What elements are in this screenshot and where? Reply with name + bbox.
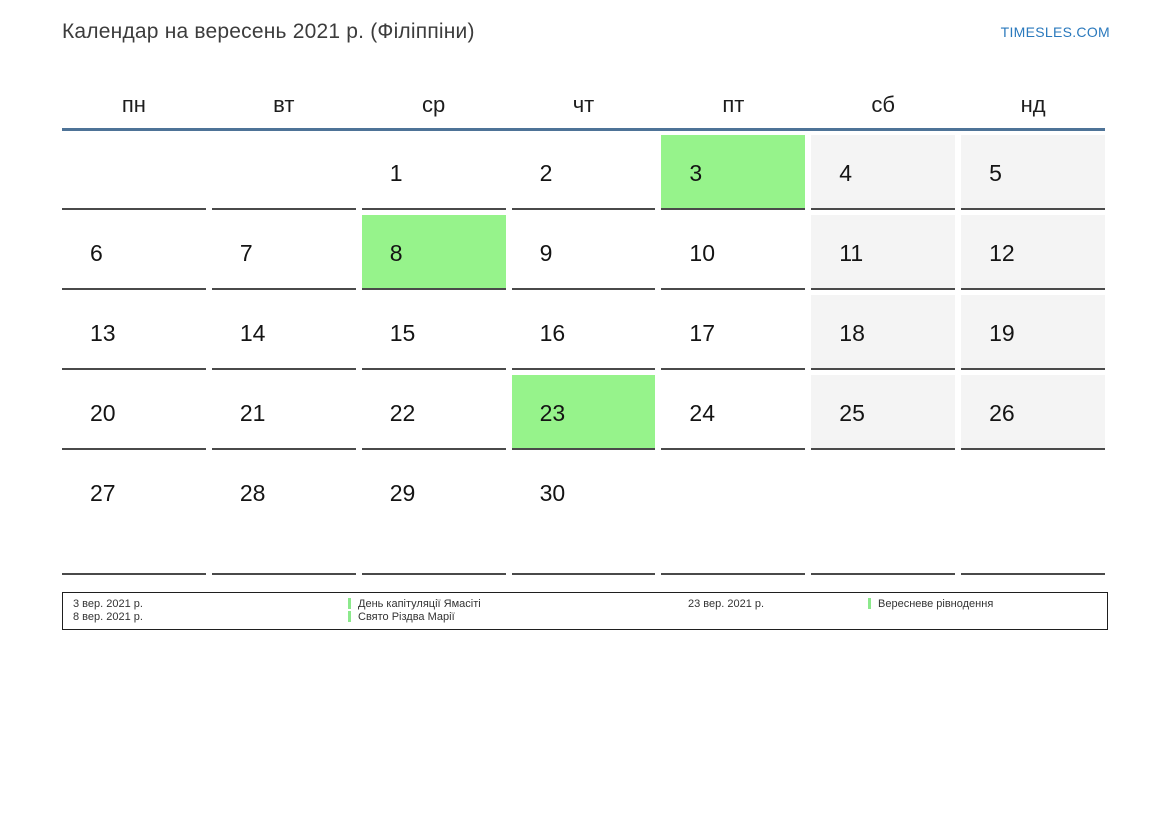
day-cell-2: 2 [511,135,656,210]
day-number: 5 [989,160,1002,186]
day-cell-27: 27 [62,455,206,575]
day-cell-19: 19 [961,295,1105,370]
calendar: пн вт ср чт пт сб нд 1 2 3 4 5 6 7 8 9 10 11 12 13 14 15 16 17… [62,78,1105,575]
holiday-legend: 3 вер. 2021 р. День капітуляції Ямасіті 8 … [62,592,1108,630]
day-cell-29: 29 [361,455,506,575]
empty-day-cell [811,455,956,575]
holiday-marker-icon [348,598,351,609]
day-cell-15: 15 [361,295,506,370]
legend-date: 23 вер. 2021 р. [688,598,765,610]
empty-day-cell [211,135,356,210]
day-number: 21 [239,400,266,426]
calendar-grid: 1 2 3 4 5 6 7 8 9 10 11 12 13 14 15 16 17 18 19 20 21 22 23 24 2… [62,131,1105,575]
empty-day-cell [62,135,206,210]
day-number: 3 [689,160,703,186]
day-cell-26: 26 [961,375,1105,450]
empty-day-cell [661,455,806,575]
day-number: 14 [239,320,266,346]
day-number: 17 [689,320,716,346]
weekday-header-7: нд [1020,92,1046,117]
day-number: 26 [989,400,1015,426]
topbar: Календар на вересень 2021 р. (Філіппіни)… [62,20,1110,44]
day-number: 10 [689,240,716,266]
day-cell-28: 28 [211,455,356,575]
day-number: 29 [389,480,416,506]
weekday-header-4: чт [572,92,595,117]
day-number: 4 [839,160,853,186]
day-number: 9 [539,240,553,266]
day-cell-10: 10 [661,215,806,290]
page-title: Календар на вересень 2021 р. (Філіппіни) [62,20,475,43]
day-cell-18: 18 [811,295,956,370]
day-cell-5: 5 [961,135,1105,210]
legend-holiday-text: Свято Різдва Марії [358,611,455,623]
day-number: 7 [239,240,253,266]
day-cell-12: 12 [961,215,1105,290]
empty-day-cell [961,455,1105,575]
day-cell-24: 24 [661,375,806,450]
legend-holiday: Вересневе рівнодення [868,598,1107,611]
day-cell-4: 4 [811,135,956,210]
day-cell-7: 7 [211,215,356,290]
weekday-header-1: пн [121,92,146,117]
day-number: 13 [90,320,116,346]
day-number: 25 [839,400,865,426]
day-number: 23 [539,400,566,426]
day-number: 1 [389,160,403,186]
day-cell-25: 25 [811,375,956,450]
day-cell-21: 21 [211,375,356,450]
day-cell-14: 14 [211,295,356,370]
day-number: 30 [539,480,566,506]
day-cell-11: 11 [811,215,956,290]
legend-holiday: День капітуляції Ямасіті [348,598,688,611]
day-number: 11 [839,240,864,266]
day-number: 27 [90,480,116,506]
day-cell-6: 6 [62,215,206,290]
weekday-header-row: пн вт ср чт пт сб нд [62,78,1105,131]
day-number: 2 [539,160,553,186]
day-cell-8: 8 [361,215,506,290]
day-cell-17: 17 [661,295,806,370]
holiday-marker-icon [868,598,871,609]
legend-date: 8 вер. 2021 р. [73,611,143,623]
legend-holiday: Свято Різдва Марії [348,611,688,624]
day-number: 8 [389,240,403,266]
day-cell-22: 22 [361,375,506,450]
day-cell-16: 16 [511,295,656,370]
day-number: 16 [539,320,566,346]
day-cell-23: 23 [511,375,656,450]
day-number: 18 [839,320,865,346]
day-cell-1: 1 [361,135,506,210]
day-number: 24 [689,400,716,426]
weekday-header-2: вт [273,92,295,117]
weekday-header-5: пт [722,92,745,117]
day-cell-13: 13 [62,295,206,370]
legend-holiday-text: Вересневе рівнодення [878,598,994,610]
day-number: 28 [239,480,266,506]
day-number: 19 [989,320,1015,346]
day-number: 15 [389,320,416,346]
day-cell-30: 30 [511,455,656,575]
day-cell-20: 20 [62,375,206,450]
day-number: 12 [989,240,1015,266]
day-cell-9: 9 [511,215,656,290]
legend-date: 3 вер. 2021 р. [73,598,143,610]
day-number: 20 [90,400,116,426]
holiday-marker-icon [348,611,351,622]
site-link[interactable]: TIMESLES.COM [1000,24,1110,40]
day-number: 22 [389,400,416,426]
day-number: 6 [90,240,103,266]
day-cell-3: 3 [661,135,806,210]
weekday-header-6: сб [871,92,896,117]
legend-holiday-text: День капітуляції Ямасіті [358,598,481,610]
weekday-header-3: ср [422,92,446,117]
